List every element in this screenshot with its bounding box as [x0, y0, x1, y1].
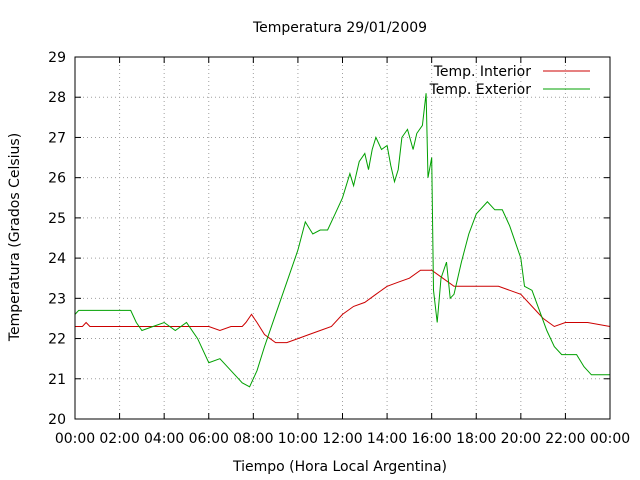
- x-tick-label: 04:00: [144, 431, 184, 447]
- y-tick-label: 27: [48, 130, 66, 146]
- y-tick-label: 25: [48, 211, 66, 227]
- x-tick-label: 22:00: [545, 431, 585, 447]
- y-tick-label: 29: [48, 50, 66, 66]
- x-tick-label: 00:00: [590, 431, 630, 447]
- x-tick-label: 12:00: [322, 431, 362, 447]
- x-axis-label: Tiempo (Hora Local Argentina): [232, 459, 447, 475]
- y-tick-label: 20: [48, 412, 66, 428]
- y-axis-label: Temperatura (Grados Celsius): [7, 133, 23, 342]
- chart-title: Temperatura 29/01/2009: [252, 20, 427, 36]
- y-tick-label: 24: [48, 251, 66, 267]
- x-tick-label: 20:00: [501, 431, 541, 447]
- legend-label-1: Temp. Interior: [433, 64, 532, 80]
- x-tick-label: 08:00: [233, 431, 273, 447]
- legend-label-2: Temp. Exterior: [429, 82, 532, 98]
- x-tick-label: 00:00: [55, 431, 95, 447]
- series-line-2: [74, 93, 610, 388]
- series-lines: [74, 93, 611, 388]
- x-tick-label: 18:00: [456, 431, 496, 447]
- x-tick-label: 10:00: [278, 431, 318, 447]
- axis-ticks: [74, 56, 611, 420]
- y-tick-label: 28: [48, 90, 66, 106]
- x-tick-label: 06:00: [189, 431, 229, 447]
- y-tick-label: 23: [48, 291, 66, 307]
- series-line-1: [75, 269, 611, 344]
- grid-lines: [75, 57, 610, 419]
- chart-legend: Temp. Interior Temp. Exterior: [429, 64, 590, 98]
- y-tick-label: 26: [48, 171, 66, 187]
- x-tick-label: 16:00: [411, 431, 451, 447]
- x-tick-label: 14:00: [367, 431, 407, 447]
- x-tick-label: 02:00: [99, 431, 139, 447]
- y-tick-label: 21: [48, 372, 66, 388]
- y-tick-label: 22: [48, 332, 66, 348]
